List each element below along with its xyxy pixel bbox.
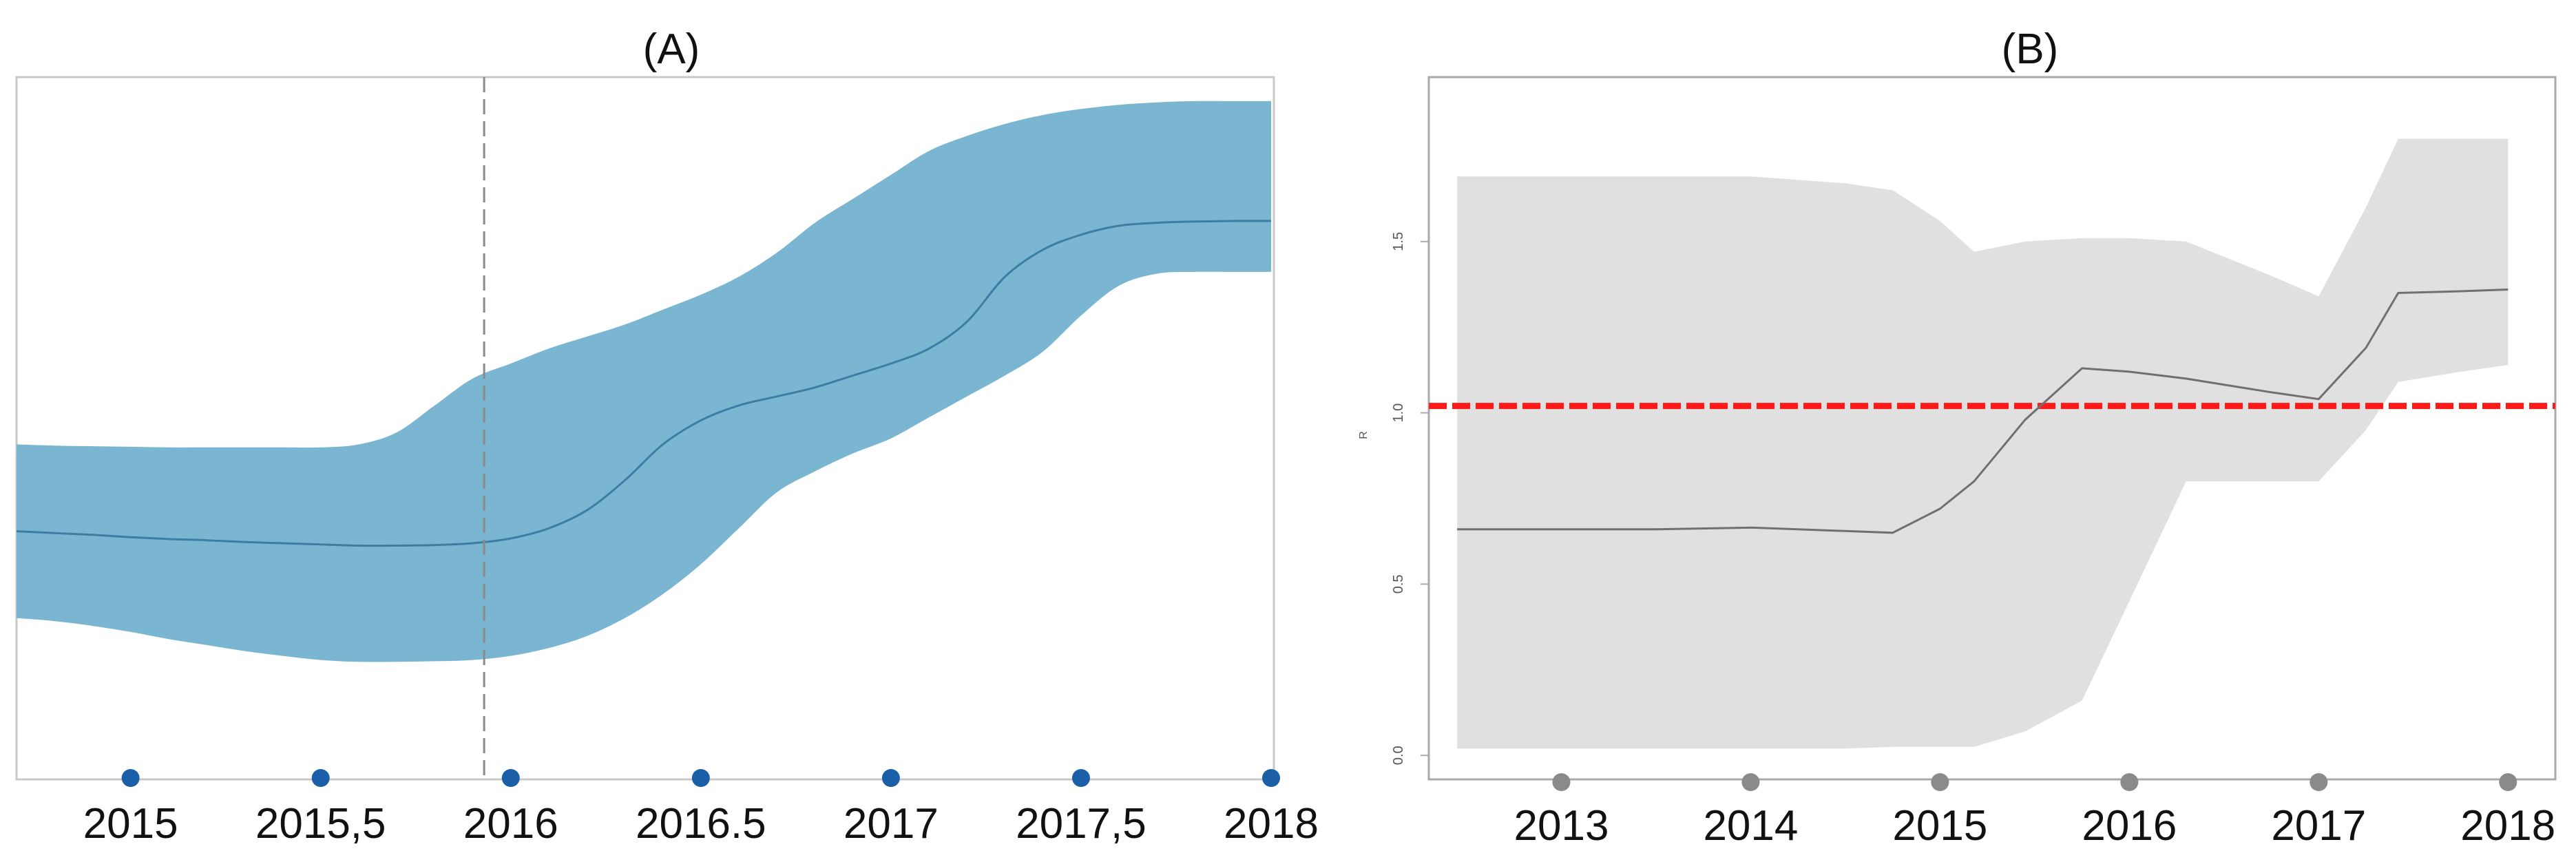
panel-b-frame [1427,76,2557,781]
panel-b-y-tick-label: 1.0 [1391,403,1406,423]
panel-a-band-layer [17,101,1271,662]
panel-a-x-tick-label: 2016.5 [636,800,766,848]
panel-b-tick-layer: 2013 2014 2015 2016 2017 2018 [1514,802,2556,850]
panel-a-confidence-band [17,101,1271,662]
panel-a-marker-6 [1262,769,1280,787]
panel-a-x-tick-label: 2016 [463,800,558,848]
panel-b-x-tick-label: 2015 [1892,802,1987,850]
panel-b-line-layer [1457,288,2509,534]
panel-b-x-tick-label: 2013 [1514,802,1609,850]
panel-b-confidence-band [1457,138,2509,749]
panel-b-y-tick-label: 1.5 [1391,232,1406,251]
panel-b: (B) 0.00.51.01.5 R 2013 2014 2015 2016 2017 2… [1358,25,2557,850]
panel-a-x-tick-label: 2017 [844,800,939,848]
panel-b-marker-4 [2310,773,2328,791]
panel-a-marker-4 [881,769,900,787]
panel-b-marker-1 [1741,773,1760,791]
panel-a-title: (A) [643,25,700,73]
panel-b-x-tick-label: 2018 [2460,802,2555,850]
panel-b-marker-2 [1931,773,1949,791]
panel-b-marker-5 [2499,773,2517,791]
panel-a-marker-2 [501,769,520,787]
panel-b-ytick-layer: 0.0 0.5 1.0 1.5 [1391,232,1429,765]
panel-b-y-tick-label: 0.0 [1391,746,1406,765]
panel-b-y-axis-label: R [1358,431,1370,439]
panel-a-mean-line [16,220,1272,547]
panel-b-marker-0 [1552,773,1571,791]
panel-a-tick-layer: 2015 2015,5 2016 2016.5 2017 2017,5 2018 [83,800,1319,848]
panel-b-marker-layer [1552,773,2517,791]
panel-a-frame [15,76,1275,781]
panel-a-x-tick-label: 2015,5 [255,800,386,848]
panel-b-band-layer [1457,138,2509,749]
panel-b-x-tick-label: 2017 [2271,802,2366,850]
panel-a-line-layer [16,220,1272,547]
panel-b-mean-line [1457,288,2509,534]
panel-b-y-tick-label: 0.5 [1391,574,1406,593]
panel-a-x-tick-label: 2015 [83,800,178,848]
panel-b-title: (B) [2002,25,2059,73]
panel-b-x-tick-label: 2014 [1703,802,1798,850]
panel-a-marker-3 [691,769,710,787]
panel-a-x-tick-label: 2017,5 [1016,800,1146,848]
panel-a-x-tick-label: 2018 [1224,800,1319,848]
panel-a-marker-5 [1071,769,1090,787]
panel-a-marker-1 [311,769,330,787]
panel-a-marker-0 [121,769,140,787]
panel-b-marker-3 [2120,773,2139,791]
panel-b-x-tick-label: 2016 [2082,802,2177,850]
panel-a-marker-layer [121,769,1280,787]
panel-a: (A) 2015 2015,5 2016 2016.5 2017 2017,5 2018 [15,25,1319,848]
